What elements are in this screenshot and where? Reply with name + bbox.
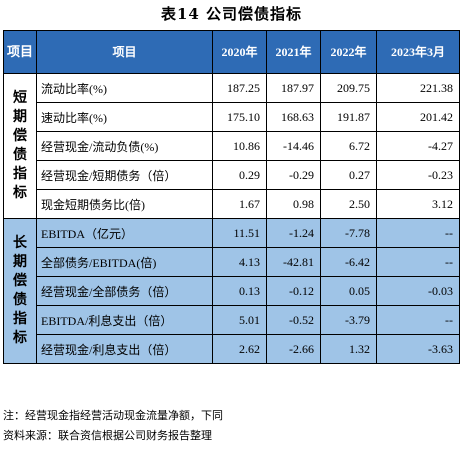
cell-value: -- — [376, 305, 460, 335]
cell-value: 0.27 — [320, 160, 377, 190]
cell-value: 168.63 — [266, 102, 321, 132]
table-row: 经营现金/全部债务（倍） 0.13 -0.12 0.05 -0.03 — [4, 276, 460, 306]
table-row: 速动比率(%) 175.10 168.63 191.87 201.42 — [4, 102, 460, 132]
debt-indicator-table: 项目 项目 2020年 2021年 2022年 2023年3月 短期偿债指标 流… — [3, 30, 460, 364]
cell-value: 209.75 — [320, 73, 377, 103]
table-row: 全部债务/EBITDA(倍) 4.13 -42.81 -6.42 -- — [4, 247, 460, 277]
table-row: 经营现金/短期债务（倍） 0.29 -0.29 0.27 -0.23 — [4, 160, 460, 190]
cell-value: 175.10 — [212, 102, 267, 132]
row-label: 现金短期债务比(倍) — [36, 189, 213, 219]
header-group-col: 项目 — [3, 30, 37, 74]
cell-value: 10.86 — [212, 131, 267, 161]
table-note: 注：经营现金指经营活动现金流量净额，下同 — [3, 409, 223, 422]
cell-value: 187.25 — [212, 73, 267, 103]
cell-value: -0.03 — [376, 276, 460, 306]
header-row: 项目 项目 2020年 2021年 2022年 2023年3月 — [3, 30, 460, 74]
cell-value: -0.23 — [376, 160, 460, 190]
cell-value: 3.12 — [376, 189, 460, 219]
table-row: 现金短期债务比(倍) 1.67 0.98 2.50 3.12 — [4, 189, 460, 219]
cell-value: 2.62 — [212, 334, 267, 364]
cell-value: 11.51 — [212, 218, 267, 248]
header-year-2022: 2022年 — [320, 30, 377, 74]
row-label: EBITDA（亿元） — [36, 218, 213, 248]
group-label-long-term: 长期偿债指标 — [3, 218, 37, 364]
cell-value: 0.13 — [212, 276, 267, 306]
cell-value: -1.24 — [266, 218, 321, 248]
table-row: EBITDA/利息支出（倍） 5.01 -0.52 -3.79 -- — [4, 305, 460, 335]
cell-value: -6.42 — [320, 247, 377, 277]
header-year-2023-mar: 2023年3月 — [376, 30, 460, 74]
cell-value: 4.13 — [212, 247, 267, 277]
cell-value: -0.29 — [266, 160, 321, 190]
cell-value: 221.38 — [376, 73, 460, 103]
cell-value: 6.72 — [320, 131, 377, 161]
cell-value: -7.78 — [320, 218, 377, 248]
row-label: EBITDA/利息支出（倍） — [36, 305, 213, 335]
cell-value: 0.29 — [212, 160, 267, 190]
table-title: 表14 公司偿债指标 — [160, 5, 303, 23]
source-note: 资料来源：联合资信根据公司财务报告整理 — [3, 429, 212, 442]
row-label: 经营现金/利息支出（倍） — [36, 334, 213, 364]
cell-value: 1.67 — [212, 189, 267, 219]
cell-value: 0.05 — [320, 276, 377, 306]
cell-value: 2.50 — [320, 189, 377, 219]
table-row: 经营现金/流动负债(%) 10.86 -14.46 6.72 -4.27 — [4, 131, 460, 161]
cell-value: 1.32 — [320, 334, 377, 364]
row-label: 经营现金/短期债务（倍） — [36, 160, 213, 190]
table-row: 长期偿债指标 EBITDA（亿元） 11.51 -1.24 -7.78 -- — [3, 218, 460, 364]
cell-value: -2.66 — [266, 334, 321, 364]
cell-value: -14.46 — [266, 131, 321, 161]
cell-value: 187.97 — [266, 73, 321, 103]
cell-value: -0.52 — [266, 305, 321, 335]
row-label: 流动比率(%) — [36, 73, 213, 103]
row-label: 速动比率(%) — [36, 102, 213, 132]
row-label: 全部债务/EBITDA(倍) — [36, 247, 213, 277]
cell-value: -3.79 — [320, 305, 377, 335]
cell-value: -4.27 — [376, 131, 460, 161]
cell-value: 201.42 — [376, 102, 460, 132]
cell-value: -42.81 — [266, 247, 321, 277]
cell-value: -- — [376, 247, 460, 277]
header-item-col: 项目 — [36, 30, 213, 74]
row-label: 经营现金/全部债务（倍） — [36, 276, 213, 306]
cell-value: 0.98 — [266, 189, 321, 219]
cell-value: 5.01 — [212, 305, 267, 335]
table-row: 短期偿债指标 流动比率(%) 187.25 187.97 209.75 221.… — [3, 73, 460, 219]
cell-value: -- — [376, 218, 460, 248]
cell-value: 191.87 — [320, 102, 377, 132]
cell-value: -3.63 — [376, 334, 460, 364]
group-label-short-term: 短期偿债指标 — [3, 73, 37, 219]
header-year-2020: 2020年 — [212, 30, 267, 74]
header-year-2021: 2021年 — [266, 30, 321, 74]
table-row: 经营现金/利息支出（倍） 2.62 -2.66 1.32 -3.63 — [4, 334, 460, 364]
cell-value: -0.12 — [266, 276, 321, 306]
row-label: 经营现金/流动负债(%) — [36, 131, 213, 161]
